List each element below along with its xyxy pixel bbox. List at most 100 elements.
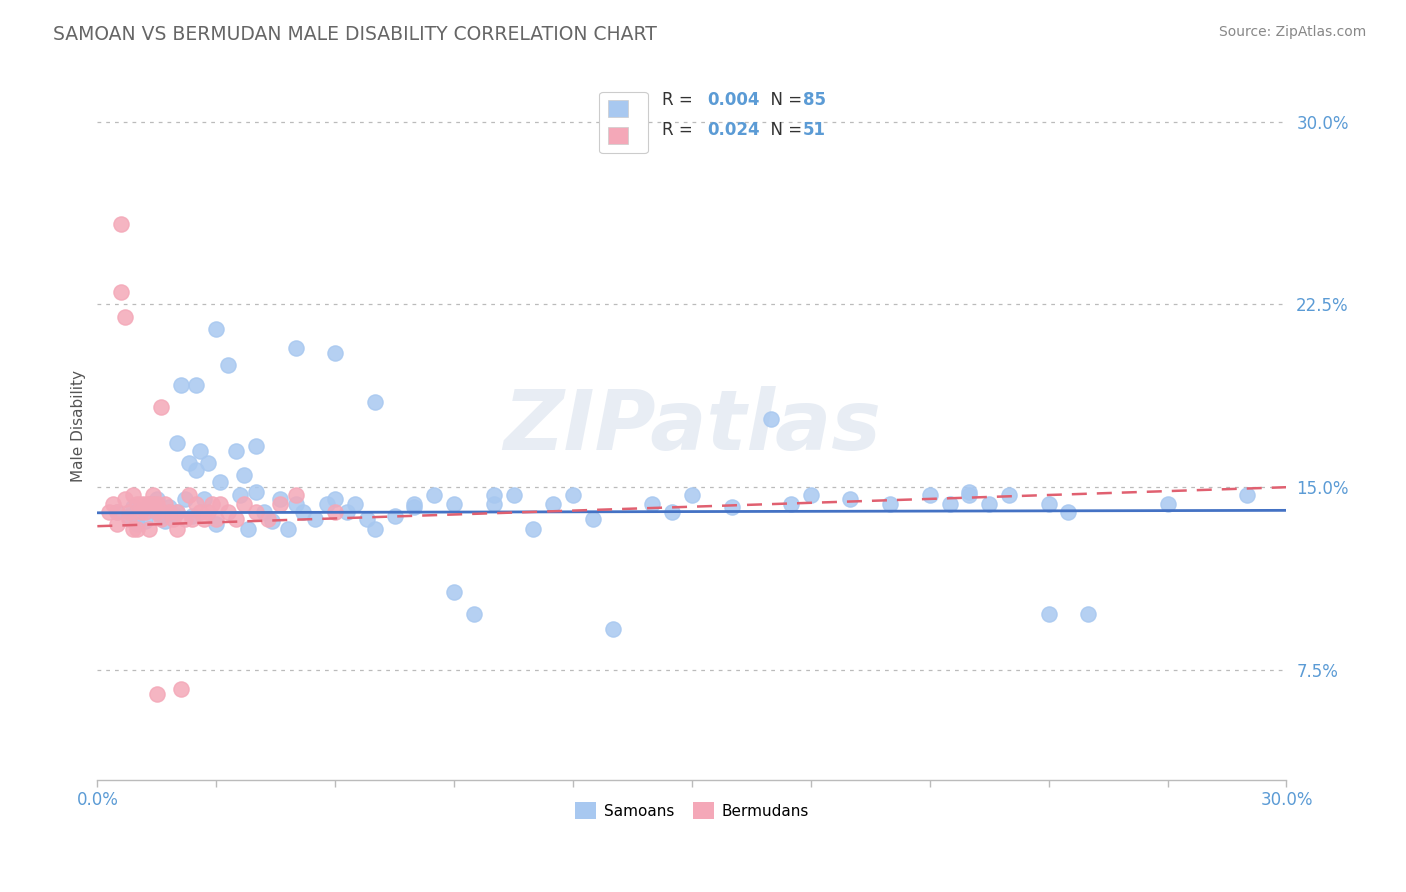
Point [166, 505, 188, 519]
Point [225, 512, 247, 526]
Point [114, 310, 136, 324]
Point [979, 497, 1001, 511]
Point [157, 505, 180, 519]
Point [209, 475, 232, 490]
Point [138, 497, 160, 511]
Point [1038, 607, 1060, 621]
Point [105, 505, 128, 519]
Point [879, 497, 901, 511]
Point [146, 687, 169, 701]
Point [146, 492, 169, 507]
Point [323, 492, 346, 507]
Point [125, 497, 148, 511]
Point [1077, 607, 1099, 621]
Point [343, 497, 366, 511]
Point [142, 487, 165, 501]
Point [522, 522, 544, 536]
Point [118, 505, 141, 519]
Legend: Samoans, Bermudans: Samoans, Bermudans [569, 796, 815, 825]
Point [205, 322, 228, 336]
Point [720, 500, 742, 514]
Point [125, 516, 148, 531]
Point [197, 505, 219, 519]
Point [1236, 487, 1258, 501]
Point [502, 487, 524, 501]
Point [153, 497, 176, 511]
Point [181, 512, 204, 526]
Point [105, 516, 128, 531]
Point [149, 512, 172, 526]
Text: N =: N = [759, 121, 807, 139]
Point [233, 497, 256, 511]
Point [323, 505, 346, 519]
Point [404, 500, 426, 514]
Point [245, 439, 267, 453]
Point [181, 509, 204, 524]
Point [269, 492, 291, 507]
Point [162, 512, 184, 526]
Point [153, 514, 176, 528]
Point [284, 341, 307, 355]
Point [125, 522, 148, 536]
Point [284, 497, 307, 511]
Text: ZIPatlas: ZIPatlas [503, 386, 880, 467]
Point [245, 505, 267, 519]
Point [209, 497, 232, 511]
Point [938, 497, 960, 511]
Point [138, 497, 160, 511]
Y-axis label: Male Disability: Male Disability [72, 370, 86, 483]
Point [443, 497, 465, 511]
Point [217, 359, 239, 373]
Point [122, 500, 145, 514]
Point [323, 346, 346, 360]
Point [103, 497, 125, 511]
Point [177, 487, 200, 501]
Point [253, 505, 276, 519]
Point [146, 497, 169, 511]
Point [225, 443, 247, 458]
Text: R =: R = [662, 91, 699, 109]
Point [681, 487, 703, 501]
Point [602, 622, 624, 636]
Point [1156, 497, 1178, 511]
Point [146, 505, 169, 519]
Point [229, 487, 252, 501]
Point [134, 514, 156, 528]
Point [193, 492, 215, 507]
Point [122, 522, 145, 536]
Point [122, 487, 145, 501]
Text: 0.004: 0.004 [707, 91, 759, 109]
Text: 0.024: 0.024 [707, 121, 761, 139]
Point [149, 509, 172, 524]
Point [384, 509, 406, 524]
Point [423, 487, 446, 501]
Point [110, 217, 132, 231]
Point [364, 395, 387, 409]
Point [284, 487, 307, 501]
Point [443, 585, 465, 599]
Point [541, 497, 564, 511]
Point [277, 522, 299, 536]
Point [173, 512, 195, 526]
Text: 51: 51 [803, 121, 825, 139]
Point [759, 412, 782, 426]
Point [236, 522, 259, 536]
Point [998, 487, 1021, 501]
Point [157, 500, 180, 514]
Point [356, 512, 378, 526]
Point [269, 497, 291, 511]
Point [957, 485, 980, 500]
Point [463, 607, 485, 621]
Point [482, 497, 505, 511]
Point [146, 505, 169, 519]
Text: R =: R = [662, 121, 699, 139]
Point [177, 456, 200, 470]
Point [404, 497, 426, 511]
Point [98, 505, 121, 519]
Point [304, 512, 326, 526]
Point [562, 487, 585, 501]
Point [134, 497, 156, 511]
Point [129, 497, 152, 511]
Point [134, 505, 156, 519]
Text: 85: 85 [803, 91, 825, 109]
